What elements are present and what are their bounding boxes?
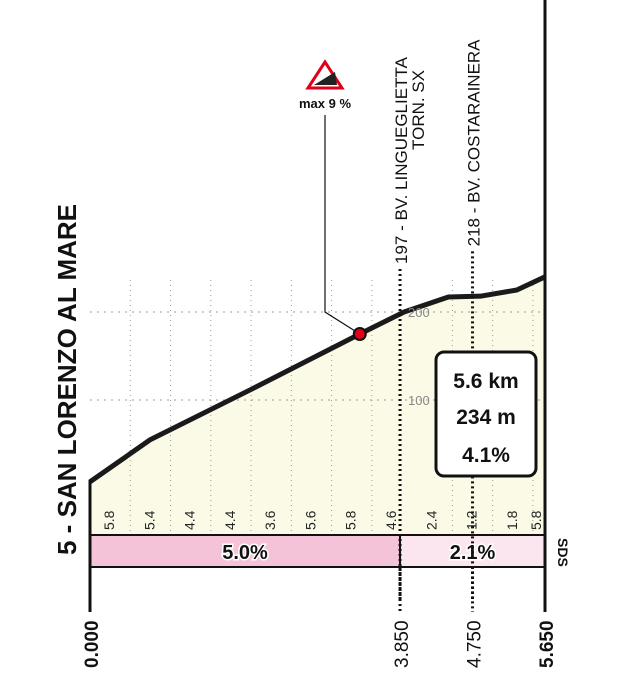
- segment-gradient: 4.4: [182, 510, 198, 530]
- end-label: SDS: [555, 538, 571, 567]
- segment-gradient: 3.6: [262, 510, 278, 530]
- waypoint-label: 218 - BV. COSTARAINERA: [465, 39, 484, 247]
- max-gradient-point: [352, 327, 367, 341]
- km-label: 4.750: [465, 620, 486, 668]
- max-gradient-leader: [324, 115, 361, 335]
- km-labels: 0.000 3.850 4.750 5.650: [82, 567, 558, 668]
- segment-gradient: 2.4: [423, 510, 439, 530]
- summary-distance: 5.6 km: [453, 370, 518, 393]
- segment-gradient: 5.8: [101, 510, 117, 530]
- km-label: 0.000: [82, 620, 103, 668]
- slope-icon: [314, 72, 337, 85]
- section-bar: [89, 534, 402, 568]
- section-gradient-label: 5.0%: [222, 542, 268, 564]
- segment-gradient: 5.8: [528, 510, 544, 530]
- summary-box: 5.6 km 234 m 4.1%: [434, 350, 538, 478]
- km-label: 3.850: [392, 620, 413, 668]
- elevation-ticks: 100 200: [408, 305, 430, 408]
- segment-gradient: 5.4: [141, 510, 157, 530]
- segment-gradient: 5.8: [343, 510, 359, 530]
- segment-gradient: 4.4: [222, 510, 238, 530]
- profile-area: [90, 276, 545, 535]
- summary-gain: 234 m: [456, 406, 516, 429]
- climb-title: 5 - SAN LORENZO AL MARE: [52, 204, 82, 555]
- summary-gradient: 4.1%: [462, 444, 510, 467]
- segment-gradient: 5.6: [302, 510, 318, 530]
- segment-gradient: 4.6: [383, 510, 399, 530]
- waypoint-label-line2: TORN. SX: [409, 70, 428, 150]
- section-bars: 5.0%2.1%: [89, 534, 546, 568]
- segment-gradient: 1.8: [504, 510, 520, 530]
- profile-line: [88, 274, 547, 484]
- max-gradient-marker: max 9 %: [299, 59, 367, 341]
- elevation-tick-100: 100: [408, 393, 430, 408]
- km-label: 5.650: [537, 620, 558, 668]
- segment-gradients: 5.8 5.4 4.4 4.4 3.6 5.6 5.8 4.6 2.4 1.2 1.8 5.8: [101, 510, 544, 530]
- elevation-tick-200: 200: [408, 305, 430, 320]
- waypoint-label: 197 - BV. LINGUEGLIETTA: [392, 56, 411, 264]
- max-gradient-label: max 9 %: [299, 96, 351, 111]
- segment-gradient: 1.2: [464, 510, 480, 530]
